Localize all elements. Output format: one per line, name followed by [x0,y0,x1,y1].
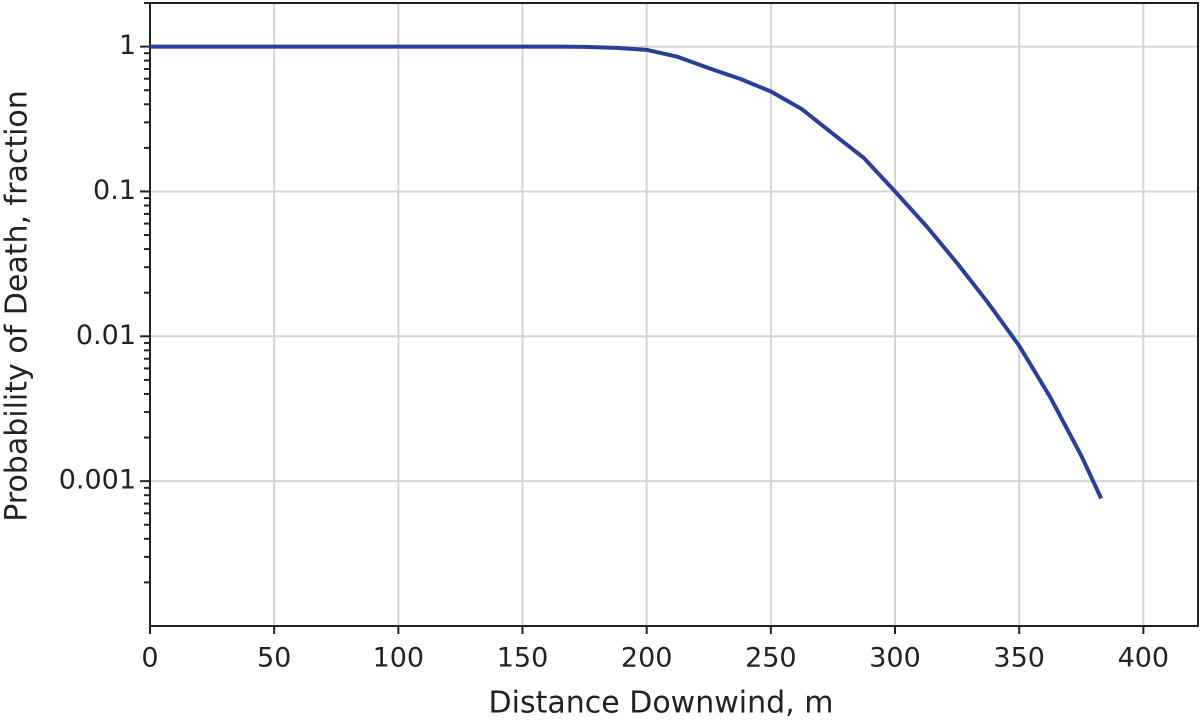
y-axis-label: Probability of Death, fraction [0,90,35,522]
x-tick-label: 200 [621,643,673,674]
plot-frame [149,2,1199,627]
y-tick-label: 0.01 [76,320,136,351]
x-tick-label: 250 [745,643,797,674]
x-tick-label: 150 [497,643,549,674]
x-tick-label: 50 [257,643,291,674]
x-axis-label: Distance Downwind, m [489,686,834,721]
x-tick-label: 0 [141,643,158,674]
x-tick-label: 400 [1118,643,1170,674]
y-tick-label: 0.001 [59,465,136,496]
y-tick-label: 1 [119,30,136,61]
data-line [150,44,1103,500]
x-tick-label: 350 [993,643,1045,674]
x-tick-label: 100 [373,643,425,674]
y-tick-label: 0.1 [93,175,136,206]
x-tick-label: 300 [869,643,921,674]
